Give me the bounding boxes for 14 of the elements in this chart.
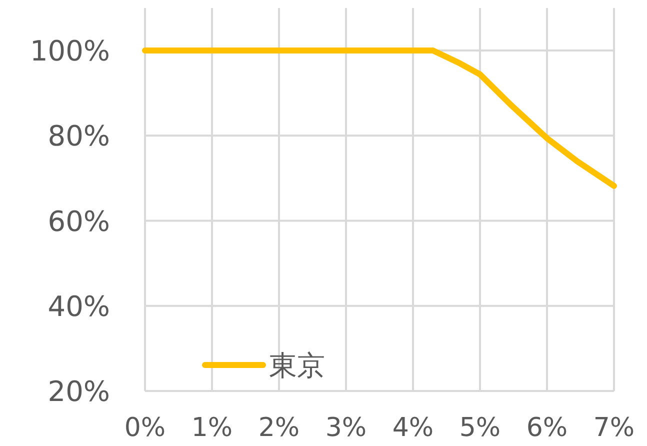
y-tick-label: 60% [48, 204, 110, 238]
x-tick-label: 1% [191, 413, 233, 443]
y-tick-label: 20% [48, 375, 110, 408]
x-tick-label: 3% [325, 413, 367, 443]
y-tick-label: 40% [48, 290, 110, 323]
x-tick-label: 7% [593, 413, 635, 443]
x-tick-label: 0% [124, 413, 166, 443]
x-tick-label: 6% [526, 413, 568, 443]
legend-label: 東京 [269, 349, 325, 382]
y-tick-label: 80% [48, 120, 110, 153]
x-tick-label: 2% [258, 413, 300, 443]
x-tick-label: 5% [459, 413, 501, 443]
y-tick-label: 100% [30, 34, 110, 68]
x-tick-label: 4% [392, 413, 434, 443]
